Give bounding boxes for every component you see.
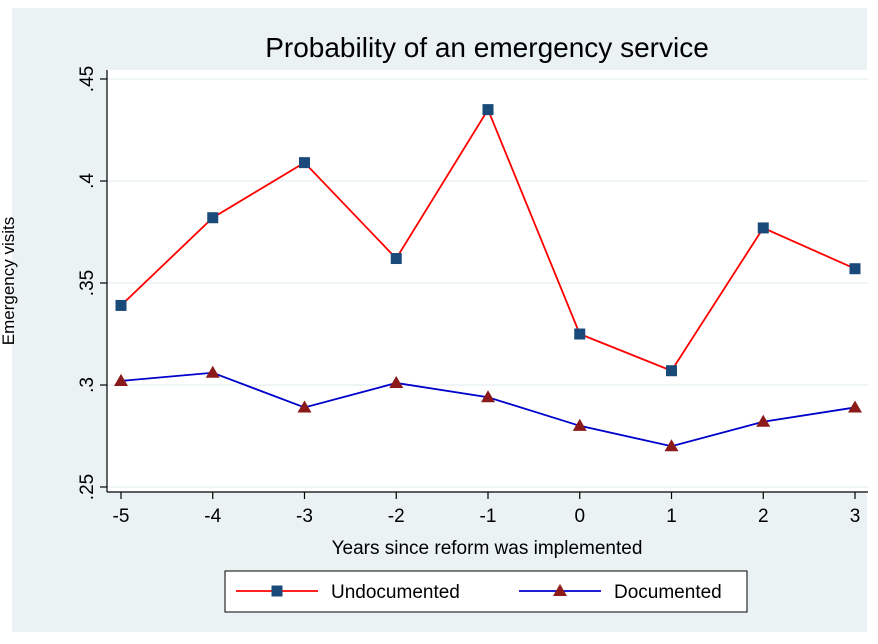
series-undocumented [115,104,861,377]
data-point [390,253,402,265]
x-tick-label: -2 [388,506,405,527]
data-point [574,328,586,340]
data-point [299,157,310,169]
x-tick-label: 0 [574,506,585,527]
y-tick-label: .4 [77,173,98,189]
legend-marker [271,585,283,597]
data-point [389,375,404,388]
legend: Undocumented Documented [224,570,748,613]
x-tick-label: -1 [480,506,497,527]
y-tick-label: .35 [77,270,98,296]
y-tick-label: .45 [77,66,98,92]
axes: .25 .3 .35 .4 .45 -5 -4 -3 -2 -1 0 1 2 3 [77,66,868,527]
data-point [114,373,128,386]
series-documented [114,365,862,452]
x-tick-label: 2 [758,506,769,527]
data-point [572,418,587,431]
data-point [849,263,861,275]
x-tick-label: 3 [850,506,861,527]
data-point [482,104,494,116]
x-tick-label: -4 [204,506,221,527]
x-tick-label: 1 [666,506,677,527]
y-tick-label: .3 [77,377,98,393]
data-point [205,365,220,378]
data-point [848,400,862,413]
data-point [115,299,127,311]
series-layer [114,104,862,452]
data-point [757,222,769,234]
legend-item: Undocumented [236,582,460,603]
data-point [664,439,679,452]
data-point [666,365,677,377]
plot-area [107,70,868,492]
y-tick-label: .25 [77,474,98,500]
data-point [756,414,771,427]
data-point [481,390,495,403]
gridlines [107,78,868,488]
data-point [297,400,312,413]
legend-item: Documented [519,582,722,603]
chart-title: Probability of an emergency service [265,32,709,63]
data-point [207,212,219,224]
y-axis-label: Emergency visits [0,217,18,345]
x-axis-label: Years since reform was implemented [332,538,643,559]
legend-label: Documented [614,582,722,603]
x-tick-label: -5 [113,506,130,527]
legend-marker [553,584,567,597]
legend-label: Undocumented [331,582,460,603]
x-tick-label: -3 [296,506,313,527]
